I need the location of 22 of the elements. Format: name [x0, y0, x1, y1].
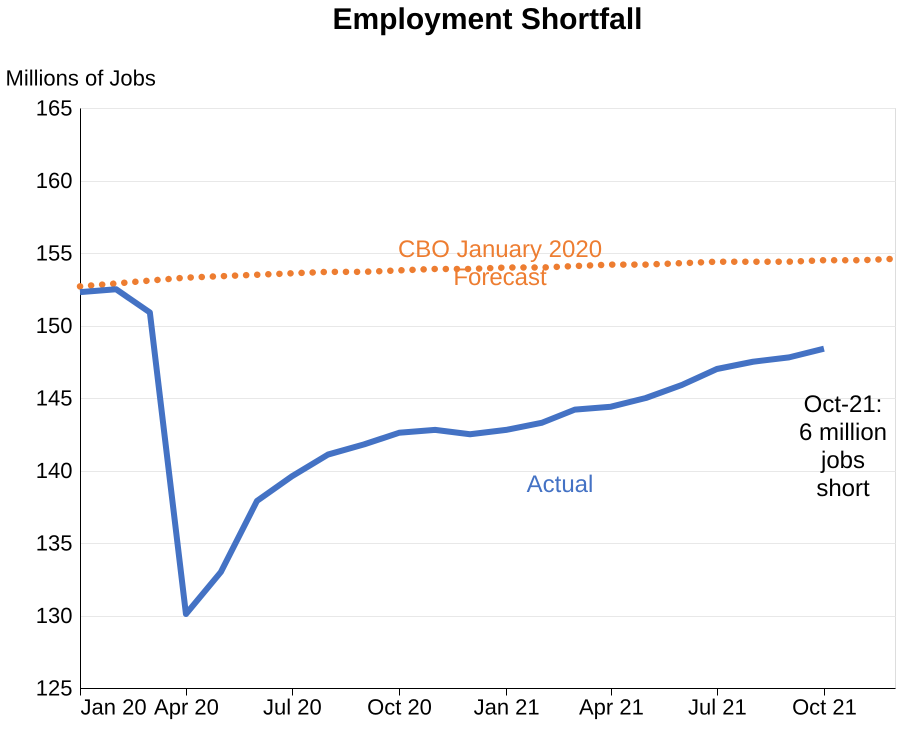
y-tick-label: 140 — [36, 458, 72, 483]
x-tick-label: Oct 21 — [792, 694, 857, 720]
y-tick-label: 125 — [36, 676, 72, 700]
series-label: CBO January 2020 Forecast — [398, 236, 602, 291]
x-tick-label: Apr 21 — [579, 694, 644, 720]
x-tick-label: Jul 21 — [688, 694, 747, 720]
y-tick-label: 165 — [36, 96, 72, 120]
annotation: Oct-21: 6 million jobs short — [798, 391, 888, 502]
y-tick-label: 135 — [36, 530, 72, 556]
y-tick-label: 130 — [36, 603, 72, 628]
x-tick-label: Jan 20 — [80, 694, 147, 720]
y-tick-label: 145 — [36, 386, 72, 410]
series-label: Actual — [526, 471, 594, 498]
x-tick-label: Apr 20 — [154, 694, 219, 720]
x-tick-label: Oct 20 — [367, 694, 432, 720]
y-tick-label: 160 — [36, 168, 72, 193]
x-tick-label: Jan 21 — [474, 694, 540, 720]
y-axis-title: Millions of Jobs — [6, 66, 156, 90]
y-tick-label: 150 — [36, 313, 72, 338]
x-tick-label: Jul 20 — [263, 694, 322, 720]
y-tick-label: 155 — [36, 240, 72, 266]
chart-title: Employment Shortfall — [332, 3, 643, 36]
